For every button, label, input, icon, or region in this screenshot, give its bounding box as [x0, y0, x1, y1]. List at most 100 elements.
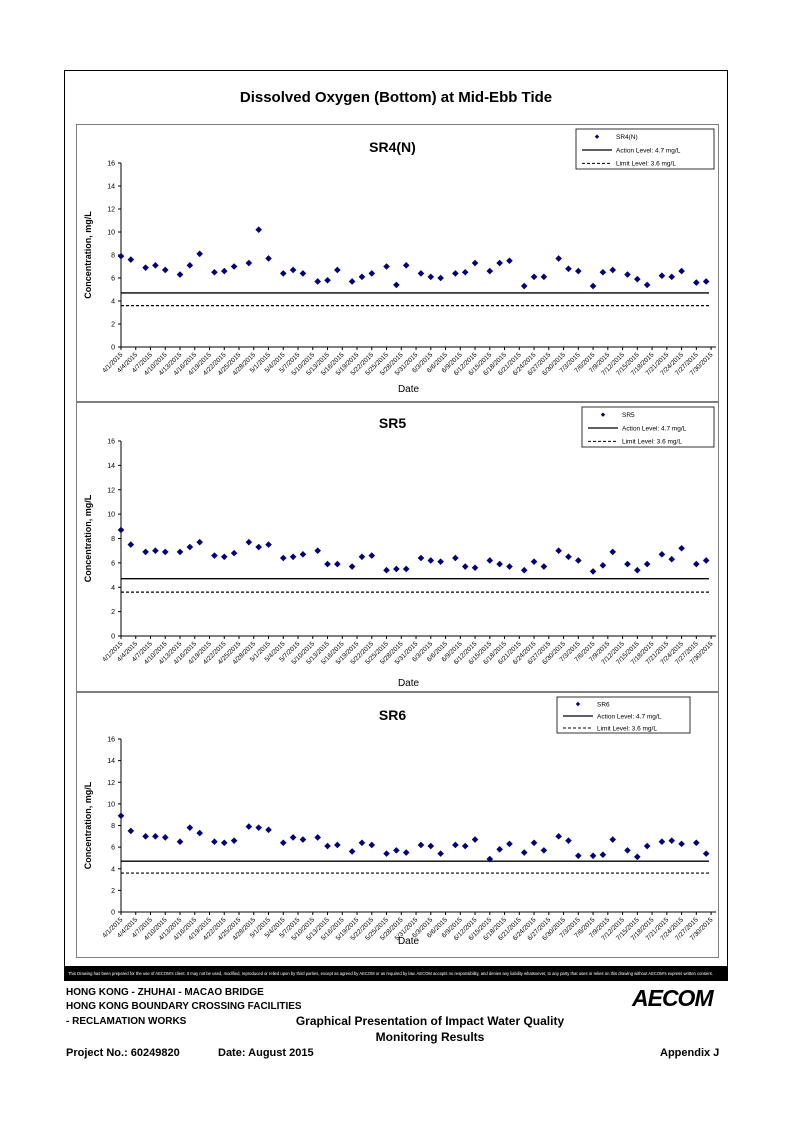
y-tick-label: 4 [111, 866, 115, 873]
data-point [486, 267, 494, 275]
data-point [314, 278, 321, 285]
y-tick-label: 8 [111, 536, 115, 543]
data-point [279, 270, 287, 277]
data-point [486, 855, 494, 863]
data-point [599, 268, 607, 276]
data-point [127, 541, 135, 548]
y-tick-label: 8 [111, 823, 115, 830]
data-point [658, 551, 666, 558]
data-point [117, 812, 125, 820]
data-point [186, 824, 194, 831]
y-tick-label: 0 [111, 634, 115, 641]
data-point [427, 273, 435, 281]
data-point [334, 560, 341, 568]
data-point [668, 555, 676, 563]
y-tick-label: 8 [111, 253, 115, 260]
data-point [368, 270, 376, 277]
project-line-3: - RECLAMATION WORKS [66, 1016, 187, 1027]
legend-series-label: SR5 [622, 412, 635, 419]
data-point [599, 562, 607, 569]
data-point [324, 277, 331, 284]
data-point [471, 836, 479, 843]
data-point [358, 273, 366, 281]
data-point [658, 272, 666, 279]
data-point [117, 252, 125, 260]
y-tick-label: 6 [111, 276, 115, 283]
data-point [599, 851, 607, 858]
data-point [540, 563, 548, 570]
data-point [383, 263, 390, 270]
data-point [471, 259, 479, 267]
appendix-label: Appendix J [660, 1047, 720, 1059]
data-point [575, 852, 582, 860]
data-point [393, 281, 400, 289]
data-point [530, 558, 538, 565]
data-point [255, 543, 262, 551]
y-tick-label: 0 [111, 910, 115, 917]
chart-legend: SR6 Action Level: 4.7 mg/L Limit Level: 3.… [556, 696, 691, 734]
data-point [161, 266, 169, 274]
data-point [289, 553, 297, 561]
data-point [417, 841, 425, 849]
data-point [279, 839, 287, 847]
y-tick-label: 2 [111, 609, 115, 616]
y-tick-label: 16 [107, 737, 115, 744]
y-tick-label: 4 [111, 299, 115, 306]
y-tick-label: 6 [111, 845, 115, 852]
y-axis-label: Concentration, mg/L [83, 781, 93, 869]
data-point [496, 845, 503, 853]
data-point [220, 267, 228, 275]
y-tick-label: 16 [107, 161, 115, 168]
data-point [383, 850, 390, 857]
data-point [211, 552, 218, 559]
data-point [255, 824, 262, 831]
data-point [196, 250, 203, 258]
chart-panel-sr4n: SR4(N) 0 2 4 6 8 10 12 14 16 Concentration, mg/L 4/… [76, 124, 719, 402]
drawing-date: Date: August 2015 [218, 1047, 314, 1059]
data-point [186, 543, 194, 551]
chart-panel-sr5: SR5 0 2 4 6 8 10 12 14 16 Concentration, mg/L 4/1/2… [76, 402, 719, 692]
data-point [289, 266, 297, 274]
data-point [220, 553, 228, 561]
data-point [624, 847, 631, 854]
legend-marker-icon [594, 134, 600, 139]
data-point [461, 268, 469, 276]
data-point [702, 850, 710, 857]
data-point [643, 281, 651, 289]
data-point [437, 274, 444, 282]
data-point [678, 267, 685, 275]
data-point [196, 538, 203, 546]
data-point [348, 563, 356, 570]
data-point [437, 558, 444, 565]
data-point [565, 265, 572, 273]
data-point [702, 557, 710, 564]
data-point [555, 547, 562, 554]
y-tick-label: 12 [107, 780, 115, 787]
data-point [196, 829, 203, 837]
data-point [152, 262, 159, 269]
data-point [334, 266, 341, 274]
y-axis-label: Concentration, mg/L [83, 494, 93, 582]
chart-legend: SR4(N) Action Level: 4.7 mg/L Limit Level:… [575, 128, 715, 170]
data-point [427, 842, 435, 850]
data-point [358, 553, 366, 561]
data-point [211, 838, 218, 846]
data-point [427, 557, 435, 564]
data-point [693, 560, 700, 568]
data-point [693, 279, 700, 286]
data-point [693, 839, 700, 847]
data-point [634, 566, 641, 574]
data-point [668, 273, 676, 281]
data-point [299, 270, 307, 277]
data-point [127, 827, 135, 835]
y-tick-label: 10 [107, 801, 115, 808]
legend-action-label: Action Level: 4.7 mg/L [622, 425, 687, 432]
data-point [609, 266, 617, 274]
x-axis-label: Date [398, 678, 420, 689]
aecom-logo: AECOM [632, 985, 714, 1011]
y-tick-label: 10 [107, 512, 115, 519]
data-point [520, 566, 528, 574]
data-point [324, 560, 331, 568]
